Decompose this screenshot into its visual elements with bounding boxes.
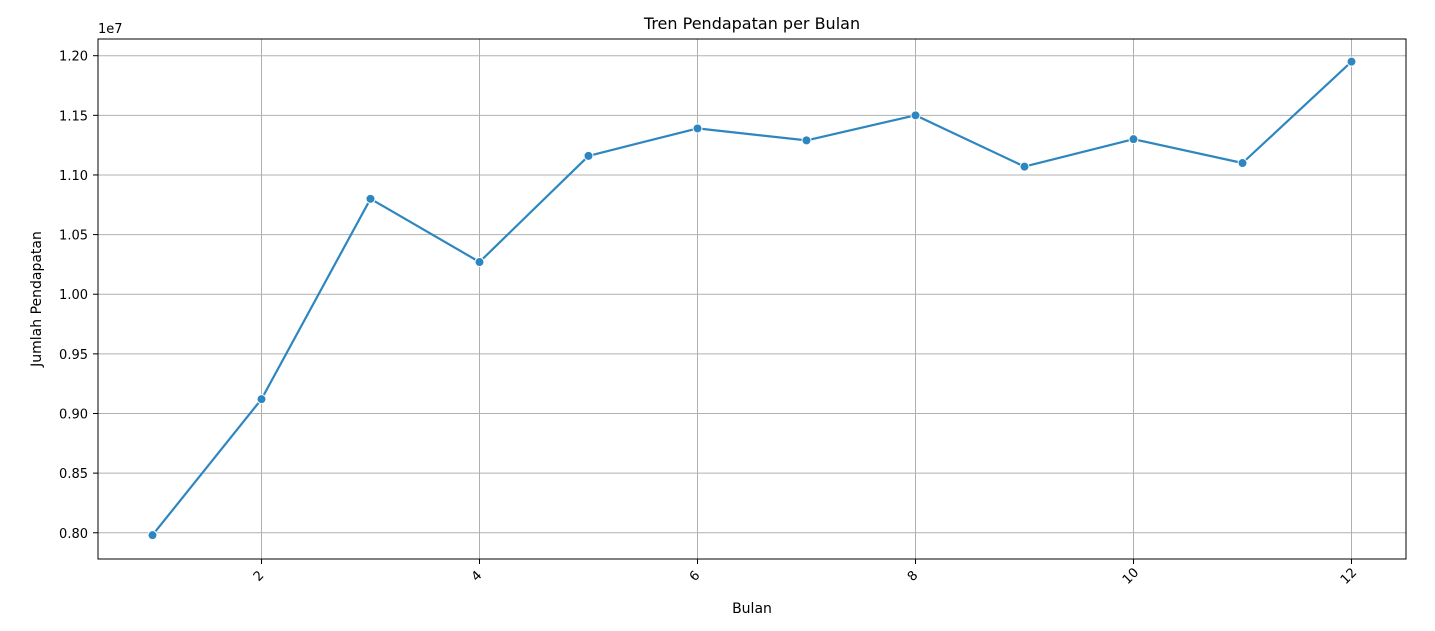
y-tick-label: 0.80 [59,527,88,542]
data-point [147,530,158,541]
data-point [1237,158,1248,169]
data-point [910,110,921,121]
y-tick-label: 1.00 [59,288,88,303]
data-point [801,135,812,146]
y-offset-label: 1e7 [98,22,123,37]
series-layer [147,56,1357,541]
x-tick-label: 10 [1120,565,1142,587]
y-tick-label: 0.90 [59,407,88,422]
data-point [365,193,376,204]
x-tick-label: 4 [469,568,485,584]
y-tick-label: 0.85 [59,467,88,482]
data-point [1019,161,1030,172]
y-tick-label: 1.15 [59,109,88,124]
y-tick-label: 0.95 [59,348,88,363]
chart-title: Tren Pendapatan per Bulan [643,14,860,33]
plot-frame [97,38,1407,560]
data-point [583,150,594,161]
grid-layer [98,39,1406,559]
data-point [256,394,267,405]
x-axis-title: Bulan [732,601,772,617]
data-point [474,257,485,268]
series-line [151,60,1353,536]
x-tick-label: 12 [1338,565,1360,587]
data-point [1128,134,1139,145]
y-axis-title: Jumlah Pendapatan [29,231,45,368]
x-tick-label: 8 [905,568,921,584]
data-point [1346,56,1357,67]
y-tick-label: 1.05 [59,229,88,244]
y-tick-label: 1.20 [59,50,88,65]
tick-layer: 0.80 0.85 0.90 0.95 1.00 1.05 1.10 1.15 1.20 2 4 6 8… [59,50,1360,588]
y-tick-label: 1.10 [59,169,88,184]
x-tick-label: 2 [251,568,267,584]
data-point [692,123,703,134]
x-tick-label: 6 [687,568,703,584]
